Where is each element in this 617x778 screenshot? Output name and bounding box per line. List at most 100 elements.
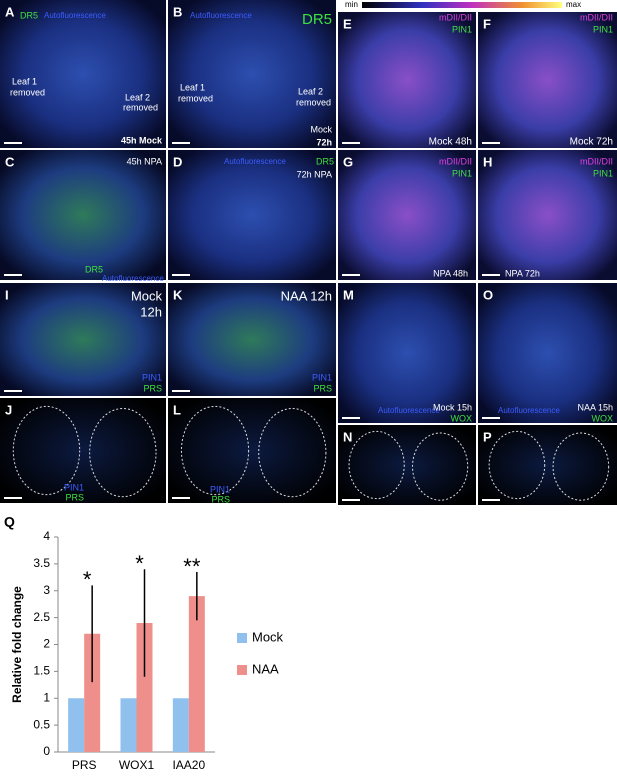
micrograph bbox=[478, 425, 617, 505]
panel-label: WOX bbox=[592, 413, 614, 423]
significance: * bbox=[83, 567, 92, 592]
panel-letter: N bbox=[343, 429, 352, 444]
y-tick-label: 0 bbox=[43, 744, 50, 758]
panel-label: NPA 72h bbox=[505, 268, 540, 278]
panel-label: 72h bbox=[316, 137, 332, 147]
panel-label: Leaf 1 bbox=[180, 82, 205, 92]
micrograph bbox=[338, 283, 476, 423]
panel-label: NPA 48h bbox=[433, 268, 468, 278]
outline bbox=[412, 432, 469, 501]
panel-label: NAA 15h bbox=[577, 402, 613, 412]
y-tick-label: 0.5 bbox=[33, 717, 50, 731]
legend-swatch bbox=[237, 665, 247, 675]
micrograph bbox=[338, 425, 476, 505]
x-tick-label: PRS bbox=[72, 758, 97, 772]
y-tick-label: 2 bbox=[43, 637, 50, 651]
bar bbox=[68, 698, 85, 752]
outline bbox=[348, 430, 405, 500]
outline bbox=[488, 430, 546, 500]
panel-letter: F bbox=[483, 16, 491, 31]
panel-label: PRS bbox=[143, 383, 162, 393]
panel-label: PIN1 bbox=[593, 168, 613, 178]
panel-letter: J bbox=[5, 402, 12, 417]
panel-label: PIN1 bbox=[452, 24, 472, 34]
panel-label: PIN1 bbox=[312, 372, 332, 382]
panel-letter: H bbox=[483, 154, 492, 169]
panel-label: 45h Mock bbox=[121, 135, 163, 145]
panel-label: Autofluorescence bbox=[378, 406, 440, 415]
panel-label: 45h NPA bbox=[127, 156, 162, 166]
bar bbox=[172, 698, 189, 752]
colorbar-max: max bbox=[566, 0, 581, 9]
panel-label: removed bbox=[178, 93, 213, 103]
panel-label: NAA 12h bbox=[281, 288, 332, 303]
panel-label: PIN1 bbox=[593, 24, 613, 34]
legend-swatch bbox=[237, 633, 247, 643]
y-tick-label: 2.5 bbox=[33, 610, 50, 624]
micrograph bbox=[478, 150, 617, 280]
panel-label: removed bbox=[123, 102, 158, 112]
panel-label: PRS bbox=[313, 383, 332, 393]
micrograph bbox=[0, 283, 166, 396]
panel-label: mDII/DII bbox=[439, 156, 472, 166]
panel-letter: B bbox=[173, 4, 182, 19]
micrograph bbox=[0, 0, 166, 148]
panel-letter: G bbox=[343, 154, 353, 169]
panel-label: PRS bbox=[211, 494, 230, 504]
panel-label: mDII/DII bbox=[580, 12, 613, 22]
outline bbox=[89, 408, 157, 498]
panel-letter: E bbox=[343, 16, 352, 31]
panel-label: 12h bbox=[140, 304, 162, 319]
y-tick-label: 3.5 bbox=[33, 556, 50, 570]
panel-label: Autofluorescence bbox=[44, 11, 106, 20]
panel-label: DR5 bbox=[20, 10, 38, 20]
panel-label: PIN1 bbox=[64, 482, 84, 492]
y-tick-label: 1.5 bbox=[33, 664, 50, 678]
outline bbox=[258, 408, 327, 498]
panel-label: removed bbox=[296, 97, 331, 107]
panel-label: PIN1 bbox=[452, 168, 472, 178]
panel-label: Leaf 2 bbox=[298, 86, 323, 96]
panel-label: DR5 bbox=[302, 11, 332, 28]
micrograph bbox=[168, 0, 336, 148]
panel-letter: C bbox=[5, 154, 15, 169]
panel-letter: K bbox=[173, 287, 183, 302]
panel-letter: P bbox=[483, 429, 492, 444]
micrograph bbox=[338, 150, 476, 280]
outline bbox=[12, 405, 81, 496]
colorbar-min: min bbox=[345, 0, 358, 9]
micrograph bbox=[0, 150, 166, 280]
panel-label: PIN1 bbox=[142, 372, 162, 382]
panel-letter: Q bbox=[4, 514, 15, 530]
panel-letter: O bbox=[483, 287, 493, 302]
panel-letter: L bbox=[173, 402, 181, 417]
bar bbox=[188, 596, 205, 752]
panel-label: Autofluorescence bbox=[102, 274, 164, 283]
panel-letter: I bbox=[5, 287, 9, 302]
panel-label: Autofluorescence bbox=[498, 406, 560, 415]
panel-label: PIN1 bbox=[210, 484, 230, 494]
x-tick-label: IAA20 bbox=[172, 758, 205, 772]
panel-letter: A bbox=[5, 4, 15, 19]
significance: * bbox=[135, 551, 144, 576]
legend-label: NAA bbox=[252, 661, 279, 676]
micrograph bbox=[338, 12, 476, 148]
legend-label: Mock bbox=[252, 629, 284, 644]
micrograph bbox=[0, 398, 166, 503]
panel-label: Mock bbox=[310, 124, 332, 134]
y-tick-label: 3 bbox=[43, 583, 50, 597]
panel-label: 72h NPA bbox=[297, 169, 332, 179]
outline bbox=[180, 405, 250, 496]
micrograph bbox=[168, 398, 336, 503]
panel-label: Mock 48h bbox=[429, 137, 472, 148]
micrograph bbox=[478, 283, 617, 423]
panel-label: WOX bbox=[451, 413, 473, 423]
panel-label: Leaf 1 bbox=[12, 76, 37, 86]
bar bbox=[136, 623, 153, 752]
significance: ** bbox=[183, 554, 201, 579]
panel-label: PRS bbox=[65, 492, 84, 502]
micrograph bbox=[168, 150, 336, 280]
panel-label: Autofluorescence bbox=[224, 157, 286, 166]
y-axis-label: Relative fold change bbox=[10, 586, 24, 703]
micrograph bbox=[478, 12, 617, 148]
